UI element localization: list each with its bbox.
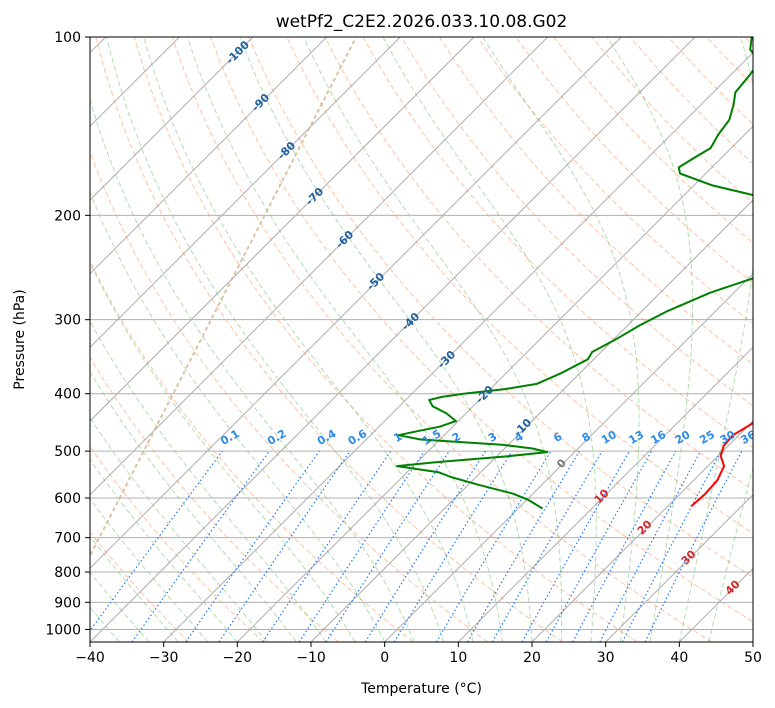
dry-adiabat-line	[248, 37, 753, 578]
isotherm-line	[90, 37, 328, 275]
x-tick-label: 20	[523, 650, 541, 666]
dry-adiabat-line	[400, 37, 753, 407]
moist-adiabat-line	[106, 37, 445, 642]
isotherm-line	[310, 199, 753, 642]
y-axis-label: Pressure (hPa)	[12, 289, 28, 389]
dry-adiabat-line	[324, 37, 753, 491]
dry-adiabat-line	[171, 37, 712, 642]
dry-adiabat-line	[438, 37, 753, 366]
moist-adiabat-line	[90, 458, 238, 642]
mixing-ratio-label: 36	[738, 428, 758, 447]
isotherm-line	[90, 37, 254, 201]
x-tick-label: 30	[597, 650, 615, 666]
isotherm-line	[90, 37, 475, 422]
x-tick-label: −40	[75, 650, 105, 666]
moist-adiabat-line	[143, 37, 474, 642]
dewpoint-line	[396, 37, 753, 510]
isotherm-line	[236, 125, 753, 642]
mixing-ratio-line	[521, 450, 631, 642]
y-tick-label: 900	[54, 595, 81, 611]
plot-frame	[89, 36, 754, 643]
x-tick-label: −10	[296, 650, 326, 666]
mixing-ratio-line	[90, 450, 223, 632]
isotherm-line	[163, 51, 753, 642]
dry-adiabat-line	[95, 37, 563, 642]
pressure-gridlines	[90, 37, 753, 630]
mixing-ratio-line	[131, 450, 270, 642]
moist-adiabat-line	[90, 416, 268, 642]
moist-adiabat-line	[482, 37, 640, 642]
x-tick-label: 50	[744, 650, 762, 666]
mixing-ratio-lines	[90, 450, 743, 642]
mixing-ratio-line	[298, 450, 425, 642]
mixing-ratio-line	[545, 450, 653, 642]
moist-adiabat-line	[90, 190, 386, 642]
dry-adiabat-line	[210, 37, 753, 623]
isotherm-line	[90, 37, 696, 642]
isotherm-line	[457, 346, 753, 642]
temperature-line	[690, 421, 753, 508]
axes: −40 −30 −20 −10 0 10 20 30 40 50 100 200 300 400 500 60…	[45, 30, 762, 666]
mixing-ratio-line	[218, 450, 351, 642]
x-tick-label: 10	[449, 650, 467, 666]
x-tick-label: 0	[380, 650, 389, 666]
moist-adiabat-line	[303, 37, 563, 642]
isotherm-line	[384, 272, 753, 642]
moist-adiabat-line	[239, 37, 533, 642]
mixing-ratio-line	[393, 450, 513, 642]
dry-adiabat-line	[90, 445, 264, 642]
y-tick-label: 100	[54, 30, 81, 46]
mixing-ratio-line	[262, 450, 392, 642]
sounding-series	[396, 37, 753, 510]
dry-adiabat-line	[90, 356, 339, 642]
moist-adiabat-line	[187, 37, 503, 642]
x-axis-label: Temperature (°C)	[360, 681, 482, 697]
y-tick-label: 400	[54, 387, 81, 403]
x-tick-label: −30	[149, 650, 179, 666]
dry-adiabat-line	[90, 150, 488, 642]
isotherm-line	[90, 37, 549, 496]
mixing-ratio-line	[644, 450, 743, 642]
mixing-ratio-line	[185, 450, 320, 642]
x-tick-label: −20	[223, 650, 253, 666]
y-tick-label: 300	[54, 313, 81, 329]
dry-adiabat-line	[90, 531, 190, 642]
x-tick-label: 40	[670, 650, 688, 666]
moist-adiabat-line	[90, 320, 327, 642]
mixing-ratio-line	[325, 450, 450, 642]
dry-adiabats	[90, 37, 753, 642]
moist-adiabat-line	[678, 37, 753, 642]
isotherm-line	[605, 493, 753, 642]
y-tick-label: 600	[54, 491, 81, 507]
isotherm-line	[531, 420, 753, 642]
isotherms	[90, 37, 753, 642]
y-tick-label: 200	[54, 208, 81, 224]
moist-adiabat-line	[382, 37, 597, 642]
dry-adiabat-line	[133, 37, 638, 642]
moist-adiabat-line	[708, 465, 753, 642]
mixing-ratio-line	[572, 450, 677, 642]
y-tick-label: 1000	[45, 622, 81, 638]
moist-adiabat-line	[90, 261, 356, 642]
moist-adiabats	[90, 37, 753, 642]
isotherm-line	[90, 37, 401, 349]
y-tick-label: 700	[54, 531, 81, 547]
dry-adiabat-line	[515, 37, 753, 284]
isotherm-line	[90, 37, 622, 570]
chart-title: wetPf2_C2E2.2026.033.10.08.G02	[276, 12, 568, 32]
y-tick-label: 500	[54, 444, 81, 460]
moist-adiabat-line	[606, 37, 694, 642]
y-tick-label: 800	[54, 565, 81, 581]
